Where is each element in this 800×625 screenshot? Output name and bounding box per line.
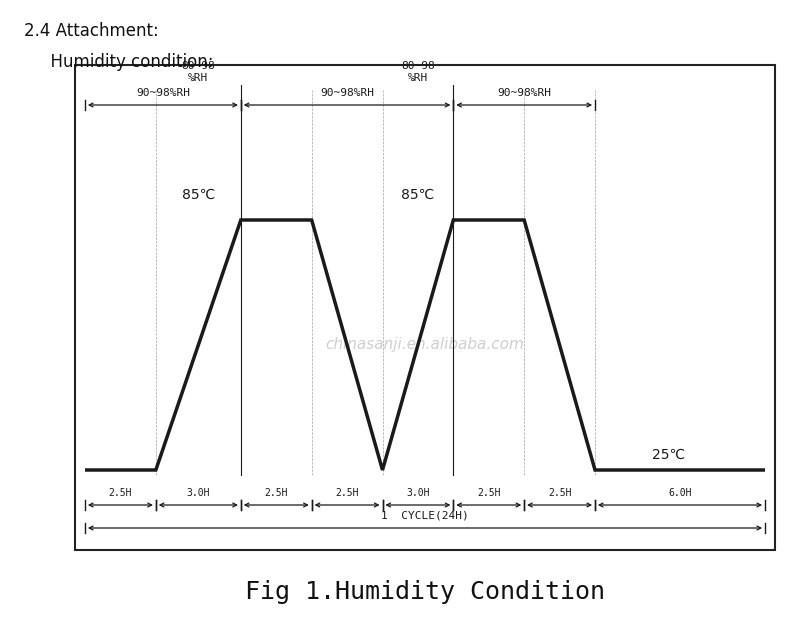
Text: 2.5H: 2.5H [477, 488, 501, 498]
Bar [75, 65, 775, 550]
Text: 1  CYCLE(24H): 1 CYCLE(24H) [381, 511, 469, 521]
Text: Fig 1.Humidity Condition: Fig 1.Humidity Condition [245, 580, 605, 604]
Text: 90~98%RH: 90~98%RH [497, 88, 551, 98]
Text: 2.5H: 2.5H [109, 488, 132, 498]
Text: 2.5H: 2.5H [265, 488, 288, 498]
Text: Humidity condition:: Humidity condition: [40, 53, 214, 71]
Text: 90~98%RH: 90~98%RH [136, 88, 190, 98]
Text: 2.5H: 2.5H [335, 488, 359, 498]
Text: 90~98%RH: 90~98%RH [320, 88, 374, 98]
Text: 85℃: 85℃ [402, 188, 434, 202]
Text: 85℃: 85℃ [182, 188, 215, 202]
Text: 2.4 Attachment:: 2.4 Attachment: [24, 22, 158, 40]
Text: 6.0H: 6.0H [668, 488, 692, 498]
Text: 25℃: 25℃ [652, 448, 685, 462]
Text: 80~98
%RH: 80~98 %RH [182, 61, 215, 83]
Text: 2.5H: 2.5H [548, 488, 571, 498]
Text: 3.0H: 3.0H [186, 488, 210, 498]
Text: 3.0H: 3.0H [406, 488, 430, 498]
Text: chinasanji.en.alibaba.com: chinasanji.en.alibaba.com [326, 338, 525, 352]
Text: 80~98
%RH: 80~98 %RH [401, 61, 434, 83]
